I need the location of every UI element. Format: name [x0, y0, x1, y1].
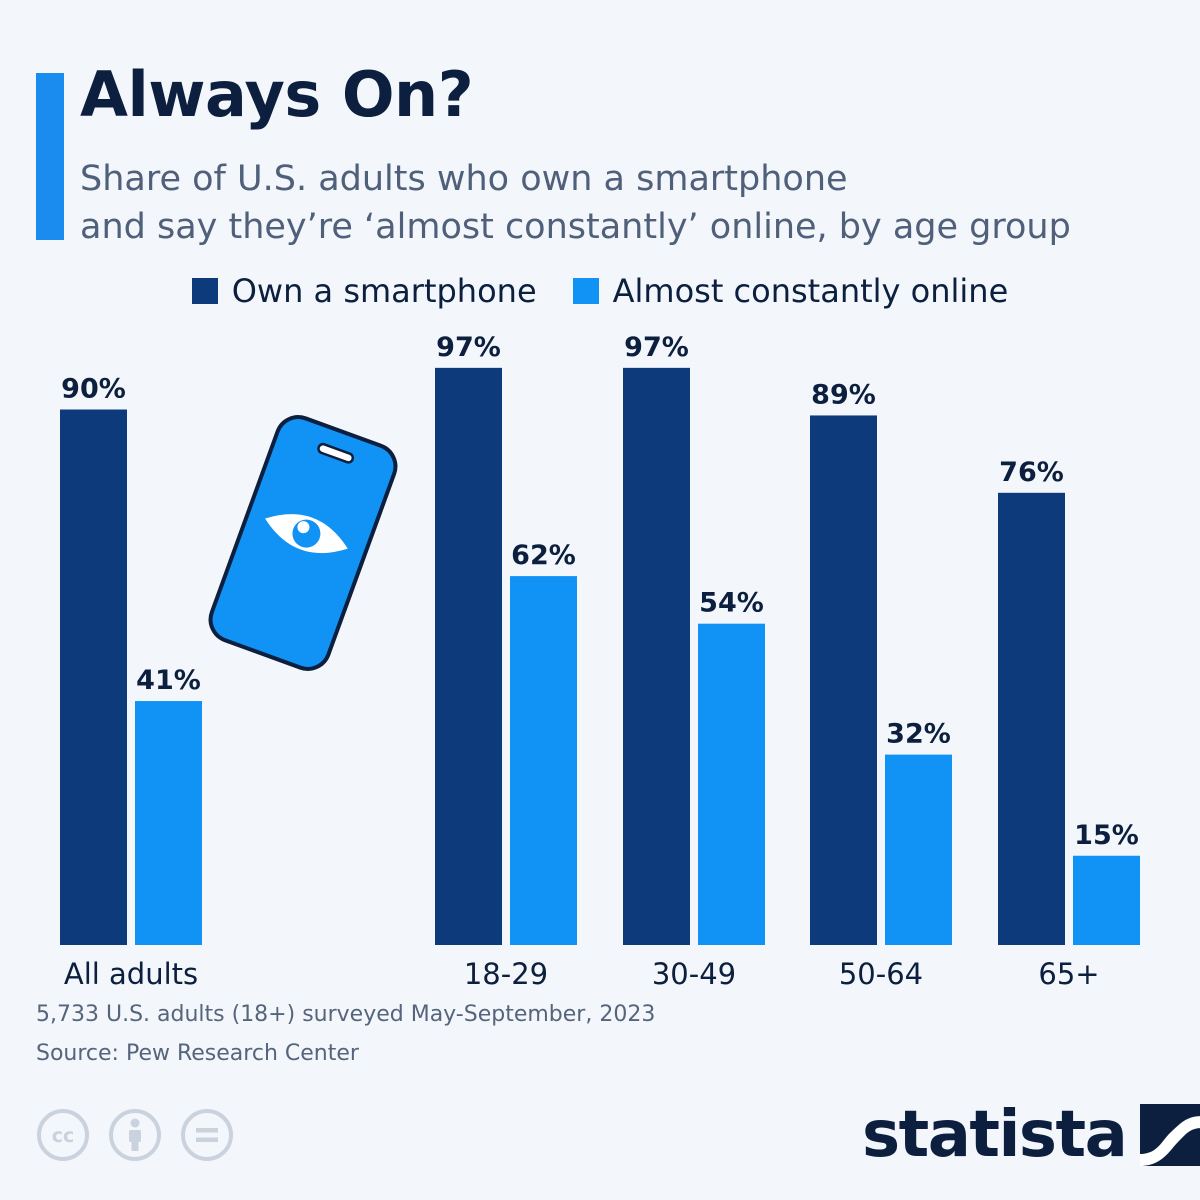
- statista-logo-icon: [1140, 1104, 1200, 1166]
- smartphone-eye-icon: [208, 415, 398, 671]
- legend-item-own: Own a smartphone: [191, 272, 537, 310]
- bar-online-0: [135, 701, 202, 945]
- chart-subtitle: Share of U.S. adults who own a smartphon…: [80, 155, 1180, 251]
- data-label-own-0: 90%: [61, 374, 126, 405]
- subtitle-line-2: and say they’re ‘almost constantly’ onli…: [80, 207, 1071, 247]
- cc-icon[interactable]: cc: [36, 1108, 90, 1162]
- bar-online-2: [698, 623, 765, 945]
- brand-wordmark: statista: [862, 1098, 1128, 1172]
- bar-online-4: [1073, 855, 1140, 945]
- data-label-online-1: 62%: [511, 540, 576, 571]
- legend-label-own: Own a smartphone: [231, 272, 537, 310]
- subtitle-line-1: Share of U.S. adults who own a smartphon…: [80, 159, 848, 199]
- bar-chart: 90% 41% All adults 97% 62% 18-29 97% 54% 30-49 89…: [60, 332, 1140, 991]
- title-accent-bar: [36, 73, 64, 240]
- data-label-own-4: 76%: [999, 457, 1064, 488]
- legend-swatch-online: [572, 278, 599, 304]
- bar-own-3: [810, 415, 877, 945]
- data-label-online-3: 32%: [886, 719, 951, 750]
- data-label-own-3: 89%: [811, 379, 876, 410]
- survey-note: 5,733 U.S. adults (18+) surveyed May-Sep…: [36, 1002, 656, 1027]
- bar-own-2: [623, 367, 690, 946]
- source-note: Source: Pew Research Center: [36, 1041, 359, 1066]
- legend-label-online: Almost constantly online: [612, 272, 1009, 310]
- category-label-3: 50-64: [839, 957, 923, 991]
- category-label-4: 65+: [1038, 957, 1099, 991]
- legend: Own a smartphone Almost constantly onlin…: [0, 272, 1200, 310]
- legend-item-online: Almost constantly online: [572, 272, 1009, 310]
- category-label-2: 30-49: [652, 957, 736, 991]
- category-label-1: 18-29: [464, 957, 548, 991]
- data-label-online-0: 41%: [136, 665, 201, 696]
- bar-own-1: [435, 367, 502, 946]
- data-label-online-4: 15%: [1074, 820, 1139, 851]
- bar-own-0: [60, 409, 127, 945]
- bar-online-1: [510, 576, 577, 945]
- data-label-online-2: 54%: [699, 588, 764, 619]
- bar-online-3: [885, 754, 952, 945]
- data-label-own-2: 97%: [624, 332, 689, 363]
- no-derivatives-icon[interactable]: [180, 1108, 234, 1162]
- attribution-icon[interactable]: [108, 1108, 162, 1162]
- svg-text:cc: cc: [52, 1125, 75, 1147]
- data-label-own-1: 97%: [436, 332, 501, 363]
- bar-own-4: [998, 492, 1065, 945]
- chart-title: Always On?: [80, 58, 474, 131]
- legend-swatch-own: [191, 278, 218, 304]
- bars-group: 90% 41% All adults 97% 62% 18-29 97% 54% 30-49 89…: [60, 332, 1140, 991]
- statista-logo[interactable]: statista: [862, 1098, 1200, 1172]
- category-label-0: All adults: [64, 957, 198, 991]
